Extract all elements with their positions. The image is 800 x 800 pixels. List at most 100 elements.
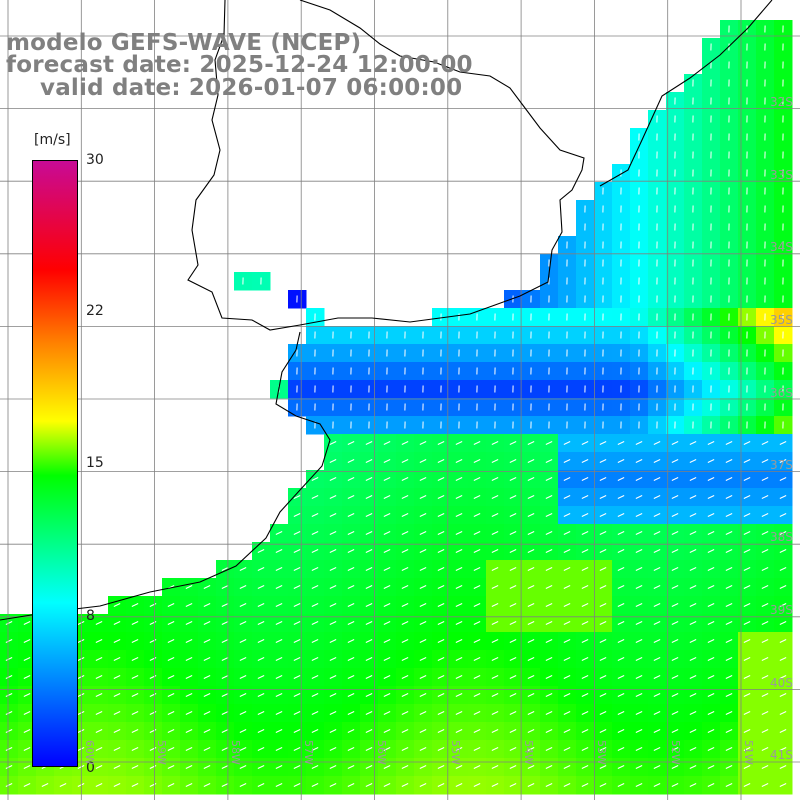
wind-arrow (473, 441, 481, 445)
wind-arrow (185, 783, 193, 787)
wind-arrow (401, 729, 409, 733)
wind-arrow (437, 549, 445, 553)
wind-arrow (761, 729, 769, 733)
wind-arrow (725, 783, 733, 787)
wind-arrow (707, 657, 715, 661)
wind-arrow (653, 783, 661, 787)
wind-arrow (689, 765, 697, 769)
wind-arrow (131, 639, 139, 643)
wind-arrow (293, 567, 301, 571)
wind-arrow (383, 765, 391, 769)
wind-arrow (617, 639, 625, 643)
wind-arrow (671, 441, 679, 445)
wind-arrow (653, 639, 661, 643)
wind-arrow (725, 567, 733, 571)
wind-arrow (167, 639, 175, 643)
wind-arrow (311, 621, 319, 625)
wind-arrow (473, 459, 481, 463)
wind-arrow (761, 693, 769, 697)
wind-arrow (383, 513, 391, 517)
wind-arrow (671, 585, 679, 589)
wind-arrow (329, 747, 337, 751)
wind-arrow (527, 693, 535, 697)
wind-arrow (707, 639, 715, 643)
wind-arrow (725, 477, 733, 481)
wind-arrow (635, 711, 643, 715)
wind-arrow (779, 495, 787, 499)
wind-arrow (779, 657, 787, 661)
wind-arrow (653, 765, 661, 769)
wind-arrow (725, 531, 733, 535)
wind-arrow (95, 711, 103, 715)
wind-arrow (725, 441, 733, 445)
wind-arrow (95, 657, 103, 661)
wind-arrow (131, 711, 139, 715)
wind-arrow (419, 477, 427, 481)
wind-arrow (329, 603, 337, 607)
wind-arrow (275, 711, 283, 715)
wind-arrow (221, 567, 229, 571)
wind-arrow (599, 603, 607, 607)
wind-arrow (401, 675, 409, 679)
wind-arrow (725, 585, 733, 589)
wind-arrow (455, 513, 463, 517)
wind-arrow (599, 549, 607, 553)
wind-arrow (509, 675, 517, 679)
wind-arrow (131, 657, 139, 661)
wind-arrow (635, 639, 643, 643)
wind-arrow (455, 477, 463, 481)
wind-arrow (779, 711, 787, 715)
wind-arrow (203, 639, 211, 643)
wind-arrow (221, 657, 229, 661)
wind-arrow (581, 675, 589, 679)
wind-arrow (761, 441, 769, 445)
wind-arrow (527, 729, 535, 733)
wind-arrow (707, 585, 715, 589)
wind-arrow (401, 441, 409, 445)
wind-arrow (635, 531, 643, 535)
wind-arrow (671, 657, 679, 661)
wind-arrow (401, 747, 409, 751)
wind-arrow (581, 513, 589, 517)
wind-arrow (617, 765, 625, 769)
wind-arrow (221, 603, 229, 607)
wind-arrow (563, 441, 571, 445)
wind-arrow (455, 729, 463, 733)
wind-arrow (617, 693, 625, 697)
wind-arrow (5, 675, 13, 679)
wind-arrow (185, 657, 193, 661)
wind-arrow (761, 549, 769, 553)
wind-arrow (293, 657, 301, 661)
wind-arrow (203, 585, 211, 589)
wind-arrow (617, 657, 625, 661)
wind-arrow (347, 639, 355, 643)
wind-arrow (293, 747, 301, 751)
wind-arrow (383, 729, 391, 733)
wind-arrow (239, 747, 247, 751)
wind-arrow (563, 693, 571, 697)
wind-arrow (473, 765, 481, 769)
wind-arrow (509, 459, 517, 463)
wind-arrow (131, 729, 139, 733)
wind-arrow (599, 567, 607, 571)
wind-arrow (581, 711, 589, 715)
wind-arrow (563, 639, 571, 643)
coastline-uruguay (599, 0, 773, 187)
wind-arrow (491, 441, 499, 445)
wind-arrow (689, 729, 697, 733)
wind-arrow (329, 513, 337, 517)
wind-arrow (617, 477, 625, 481)
wind-arrow (617, 603, 625, 607)
wind-arrow (419, 567, 427, 571)
wind-arrow (491, 603, 499, 607)
wind-arrow (419, 513, 427, 517)
wind-arrow (347, 657, 355, 661)
wind-arrow (545, 459, 553, 463)
wind-arrow (203, 747, 211, 751)
wind-arrow (329, 765, 337, 769)
wind-arrow (563, 567, 571, 571)
wind-arrow (365, 531, 373, 535)
wind-arrow (563, 783, 571, 787)
wind-arrow (743, 603, 751, 607)
wind-arrow (725, 495, 733, 499)
